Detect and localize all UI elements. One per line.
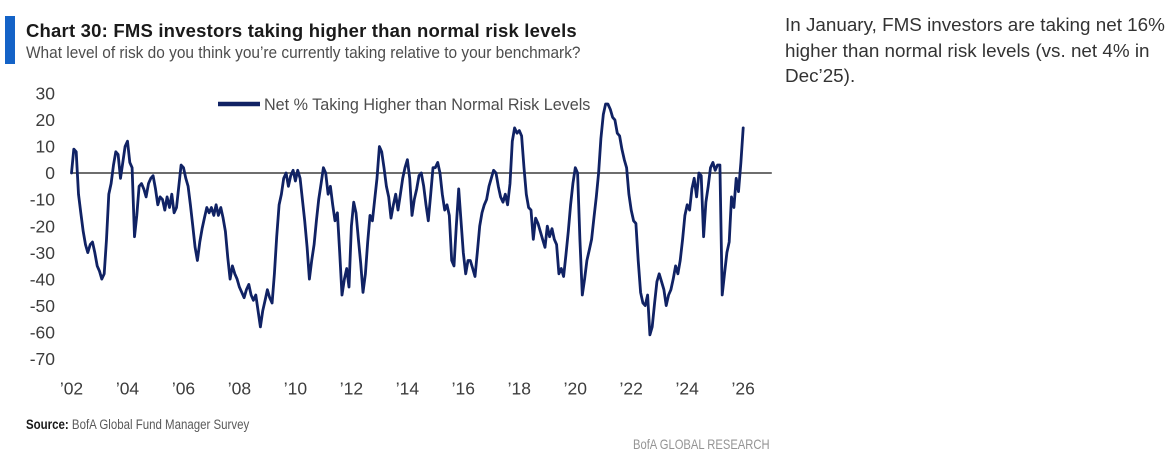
- svg-text:’24: ’24: [676, 379, 700, 399]
- svg-text:0: 0: [45, 163, 55, 183]
- svg-text:’04: ’04: [116, 379, 140, 399]
- svg-text:’02: ’02: [60, 379, 83, 399]
- svg-text:’22: ’22: [620, 379, 643, 399]
- svg-text:’16: ’16: [452, 379, 475, 399]
- svg-text:-40: -40: [30, 269, 56, 289]
- svg-text:-20: -20: [30, 216, 56, 236]
- svg-text:-10: -10: [30, 190, 56, 210]
- svg-text:’06: ’06: [172, 379, 195, 399]
- svg-text:-60: -60: [30, 322, 56, 342]
- svg-text:-70: -70: [30, 349, 56, 369]
- svg-text:’18: ’18: [508, 379, 531, 399]
- svg-text:20: 20: [36, 110, 56, 130]
- svg-text:’14: ’14: [396, 379, 420, 399]
- svg-text:30: 30: [36, 84, 56, 104]
- svg-text:Net % Taking Higher than Norma: Net % Taking Higher than Normal Risk Lev…: [264, 95, 590, 114]
- svg-text:-50: -50: [30, 296, 56, 316]
- svg-text:’10: ’10: [284, 379, 308, 399]
- svg-text:’08: ’08: [228, 379, 251, 399]
- svg-text:’26: ’26: [732, 379, 755, 399]
- svg-text:’12: ’12: [340, 379, 363, 399]
- svg-text:’20: ’20: [564, 379, 588, 399]
- svg-text:-30: -30: [30, 243, 56, 263]
- svg-text:10: 10: [36, 137, 56, 157]
